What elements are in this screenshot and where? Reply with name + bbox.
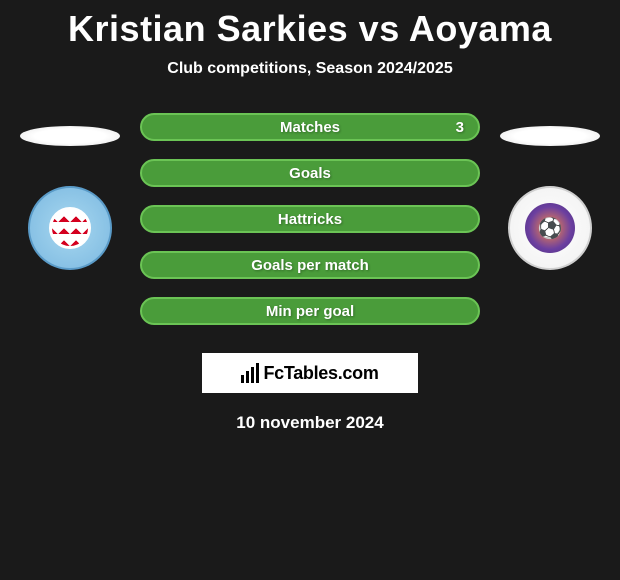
chart-bars-icon [241,363,259,383]
date-text: 10 november 2024 [0,413,620,433]
stat-label: Hattricks [278,211,342,228]
stat-row-min-per-goal: Min per goal [140,297,480,325]
stat-label: Goals [289,165,331,182]
stat-row-goals: Goals [140,159,480,187]
branding-text: FcTables.com [263,363,378,384]
stat-label: Matches [280,119,340,136]
stat-value-right: 3 [456,119,464,136]
stat-label: Min per goal [266,303,354,320]
stat-pill-stack: Matches 3 Goals Hattricks Goals per matc… [140,113,480,325]
branding-box: FcTables.com [202,353,418,393]
stat-label: Goals per match [251,257,369,274]
stat-row-matches: Matches 3 [140,113,480,141]
stat-row-goals-per-match: Goals per match [140,251,480,279]
comparison-area: Matches 3 Goals Hattricks Goals per matc… [0,113,620,325]
page-title: Kristian Sarkies vs Aoyama [0,0,620,50]
subtitle: Club competitions, Season 2024/2025 [0,60,620,78]
stat-row-hattricks: Hattricks [140,205,480,233]
